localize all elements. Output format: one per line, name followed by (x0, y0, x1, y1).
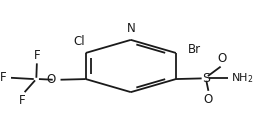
Text: O: O (204, 93, 213, 106)
Text: F: F (34, 49, 41, 62)
Text: S: S (202, 72, 210, 85)
Text: NH$_2$: NH$_2$ (231, 72, 254, 85)
Text: F: F (19, 94, 25, 107)
Text: F: F (0, 71, 7, 84)
Text: N: N (126, 22, 135, 35)
Text: Br: Br (188, 43, 201, 56)
Text: O: O (47, 73, 56, 86)
Text: Cl: Cl (73, 35, 85, 48)
Text: O: O (217, 52, 227, 65)
